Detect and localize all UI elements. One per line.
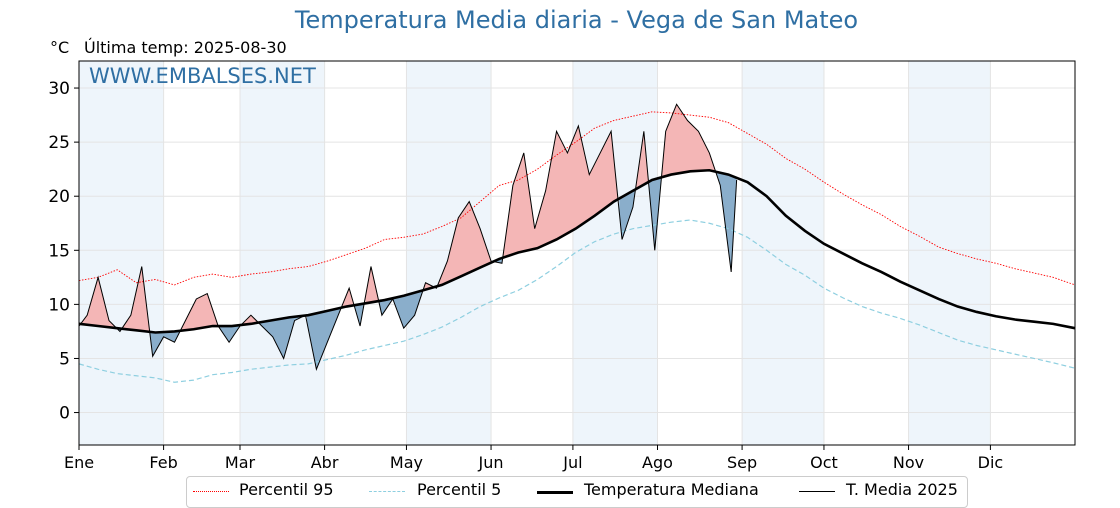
x-tick-label-abr: Abr [311,453,339,472]
y-tick-label: 15 [48,241,70,261]
legend: Percentil 95 Percentil 5 Temperatura Med… [186,476,968,508]
cold-anomaly-area [716,172,736,272]
legend-swatch-p5 [369,491,405,492]
watermark: WWW.EMBALSES.NET [89,64,316,88]
legend-label-median: Temperatura Mediana [584,480,759,499]
x-tick-label-feb: Feb [149,453,177,472]
warm-anomaly-area [662,104,717,177]
x-tick-label-ene: Ene [64,453,94,472]
y-tick-label: 5 [59,349,70,369]
x-tick-label-ago: Ago [642,453,673,472]
month-bands [79,61,990,445]
x-tick-label-nov: Nov [893,453,924,472]
month-band [240,61,325,445]
legend-label-p5: Percentil 5 [417,480,501,499]
legend-swatch-p95 [193,491,229,492]
month-band [909,61,991,445]
y-tick-label: 0 [59,404,70,424]
month-band [79,61,164,445]
x-tick-label-mar: Mar [225,453,256,472]
x-tick-label-sep: Sep [727,453,757,472]
legend-swatch-2025 [799,491,835,492]
x-tick-label-jun: Jun [478,453,504,472]
y-tick-label: 10 [48,295,70,315]
legend-label-2025: T. Media 2025 [846,480,958,499]
y-tick-label: 25 [48,133,70,153]
month-band [742,61,824,445]
x-tick-label-may: May [390,453,423,472]
y-tick-label: 30 [48,79,70,99]
x-tick-label-oct: Oct [810,453,838,472]
month-band [573,61,658,445]
legend-swatch-median [537,491,573,494]
x-tick-label-jul: Jul [562,453,582,472]
y-tick-label: 20 [48,187,70,207]
legend-label-p95: Percentil 95 [239,480,334,499]
x-tick-label-dic: Dic [978,453,1004,472]
